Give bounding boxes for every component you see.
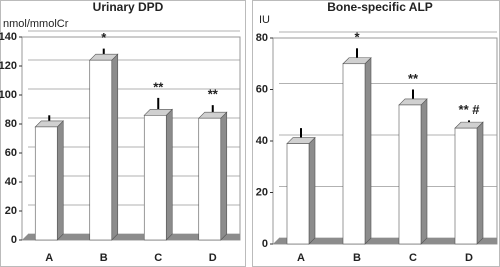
- bar: [198, 117, 222, 241]
- bar-side: [220, 111, 228, 241]
- bar-side: [476, 121, 484, 245]
- y-tick-label: 80: [256, 32, 268, 44]
- x-tick-label: B: [100, 252, 108, 264]
- bar: [286, 143, 310, 245]
- chart-title: Urinary DPD: [93, 0, 164, 14]
- significance-label: **: [153, 79, 164, 94]
- significance-label: *: [101, 30, 107, 45]
- bar: [398, 104, 422, 245]
- bar-side: [420, 98, 428, 245]
- x-tick-label: D: [209, 252, 217, 264]
- x-tick-label: B: [353, 252, 361, 264]
- x-tick-label: C: [409, 252, 417, 264]
- bar-side: [308, 136, 316, 245]
- chart-title: Bone-specific ALP: [327, 0, 433, 14]
- significance-label: *: [354, 30, 360, 45]
- bar: [89, 59, 113, 241]
- y-tick-label: 40: [256, 135, 268, 147]
- y-tick-label: 120: [0, 60, 17, 72]
- y-tick-label: 100: [0, 89, 17, 101]
- x-tick-label: A: [297, 252, 305, 264]
- y-tick-label: 60: [5, 147, 17, 159]
- x-tick-label: A: [45, 252, 53, 264]
- y-axis-label: nmol/mmolCr: [3, 18, 69, 30]
- significance-label: ** #: [459, 102, 481, 117]
- floor: [273, 238, 497, 244]
- bar: [342, 63, 366, 245]
- y-tick-label: 0: [11, 234, 17, 246]
- y-tick-label: 0: [262, 238, 268, 250]
- bar: [454, 127, 478, 245]
- y-tick-label: 60: [256, 83, 268, 95]
- y-tick-label: 140: [0, 31, 17, 43]
- bar: [143, 115, 167, 241]
- y-tick-label: 40: [5, 176, 17, 188]
- bar-side: [56, 120, 64, 241]
- significance-label: **: [208, 87, 219, 102]
- y-tick-label: 20: [256, 186, 268, 198]
- y-tick-label: 80: [5, 118, 17, 130]
- bar-side: [111, 53, 119, 241]
- bar: [34, 126, 58, 241]
- bar-side: [364, 57, 372, 245]
- floor: [22, 234, 240, 240]
- y-tick-label: 20: [5, 205, 17, 217]
- x-tick-label: D: [465, 252, 473, 264]
- significance-label: **: [408, 71, 419, 86]
- x-tick-label: C: [154, 252, 162, 264]
- y-axis-label: IU: [259, 14, 270, 26]
- bar-side: [165, 108, 173, 241]
